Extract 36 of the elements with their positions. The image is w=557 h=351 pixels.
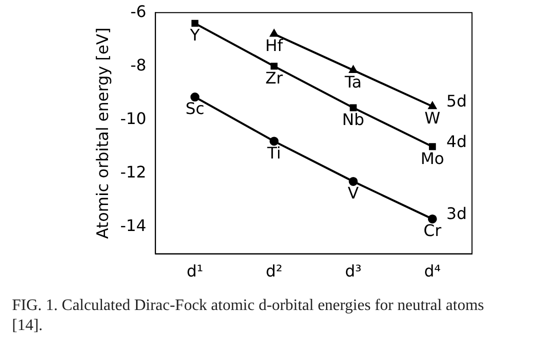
point <box>350 104 357 112</box>
point <box>349 66 358 73</box>
annotation: Sc <box>185 99 204 118</box>
point <box>428 214 437 224</box>
point <box>191 20 198 27</box>
annotation: W <box>424 108 441 128</box>
x-tick-label: d³ <box>344 262 362 281</box>
x-tick-label: d¹ <box>186 262 204 281</box>
point <box>428 143 436 150</box>
annotation: Hf <box>265 36 284 56</box>
point <box>190 92 200 102</box>
y-tick-label: -6 <box>130 2 146 21</box>
x-tick-label: d⁴ <box>424 262 441 281</box>
series-label: 3d <box>446 204 467 224</box>
x-tick-label: d² <box>266 262 282 281</box>
annotation: Y <box>189 25 200 44</box>
annotation: Nb <box>342 110 364 129</box>
y-tick-label: -8 <box>130 55 146 74</box>
series-label: 5d <box>446 92 467 111</box>
point <box>270 30 278 37</box>
annotation: Ta <box>344 72 362 92</box>
y-tick-label: -12 <box>120 162 146 182</box>
y-tick-label: -10 <box>120 108 146 128</box>
point <box>270 62 278 70</box>
annotation: Zr <box>265 68 284 88</box>
annotation: Mo <box>420 148 444 168</box>
annotation: Cr <box>424 221 442 240</box>
annotation: V <box>348 184 359 203</box>
y-axis-title: Atomic orbital energy [eV] <box>92 28 112 239</box>
annotation: Ti <box>266 143 281 162</box>
point <box>428 102 436 110</box>
series-label: 4d <box>446 132 467 151</box>
point <box>348 176 358 186</box>
y-tick-label: -14 <box>120 216 146 236</box>
point <box>270 136 279 146</box>
caption: FIG. 1. Calculated Dirac-Fock atomic d-orbital energies for neutral atoms [14]. <box>12 296 485 336</box>
